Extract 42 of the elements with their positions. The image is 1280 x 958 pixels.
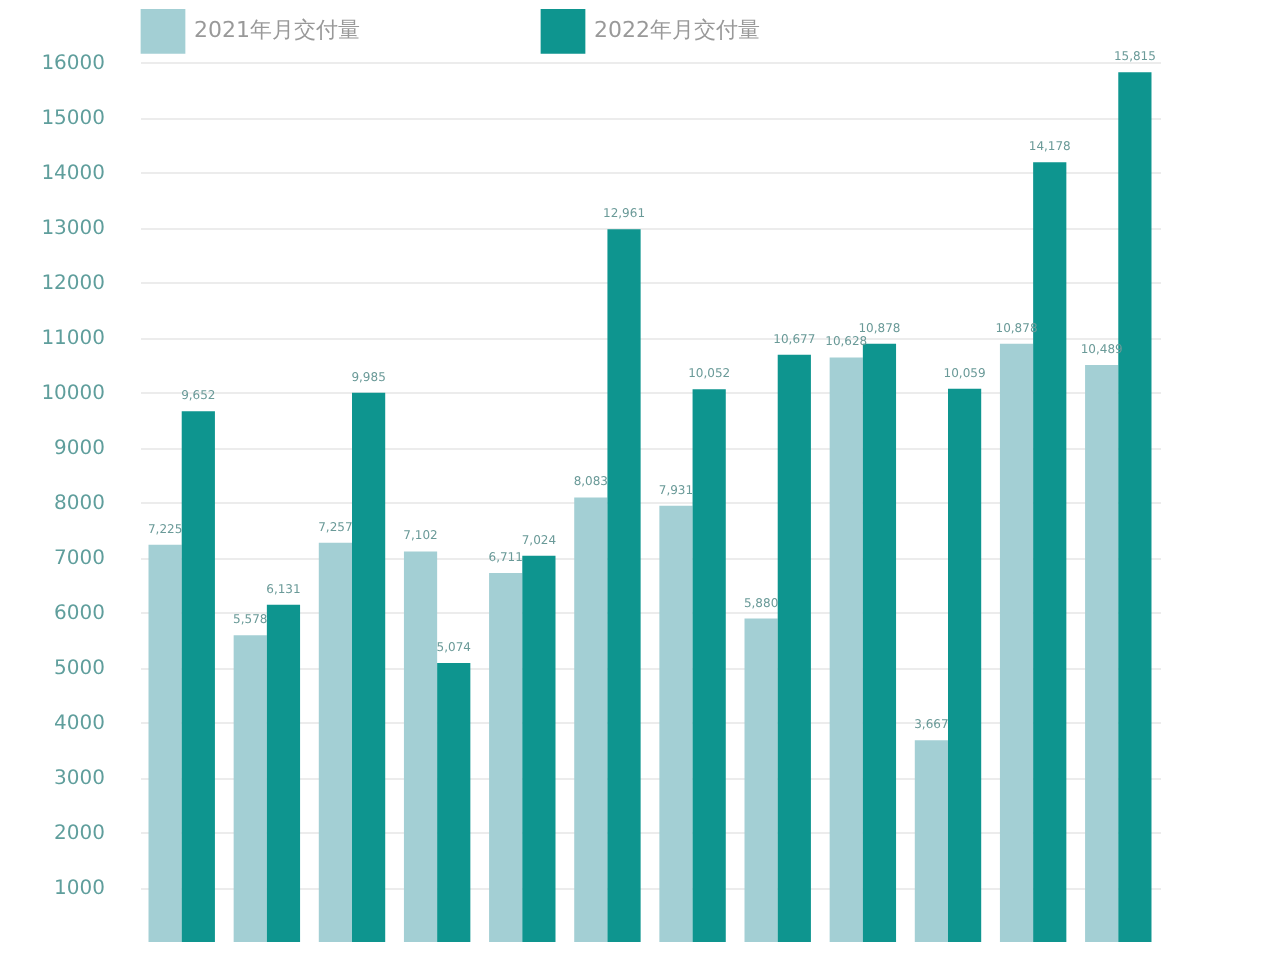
bar	[489, 572, 523, 942]
y-tick-label: 1000	[54, 878, 105, 900]
bar	[318, 542, 352, 942]
bar	[437, 662, 471, 942]
y-tick-label: 15000	[41, 108, 105, 130]
bar	[744, 618, 778, 942]
y-tick-label: 8000	[54, 493, 105, 515]
legend-label: 2022年月交付量	[594, 17, 760, 44]
y-tick-label: 6000	[54, 603, 105, 625]
bar	[1085, 365, 1119, 942]
bar	[829, 357, 863, 942]
bar	[948, 388, 982, 942]
bar	[1033, 162, 1067, 942]
bar	[914, 740, 948, 942]
bar	[266, 604, 301, 942]
y-tick-label: 14000	[41, 163, 105, 185]
y-tick-label: 4000	[54, 713, 105, 735]
y-tick-label: 5000	[54, 658, 105, 680]
y-tick-label: 12000	[41, 273, 105, 295]
y-tick-label: 7000	[54, 548, 105, 570]
legend-label: 2021年月交付量	[194, 17, 360, 44]
y-tick-label: 11000	[41, 328, 105, 350]
bar	[403, 551, 438, 942]
y-tick-label: 2000	[54, 823, 105, 845]
bar	[607, 229, 641, 942]
bar	[1118, 72, 1152, 942]
y-tick-label: 10000	[41, 383, 105, 405]
bar	[999, 343, 1034, 942]
bar	[352, 392, 386, 942]
y-tick-label: 13000	[41, 218, 105, 240]
y-tick-label: 16000	[41, 53, 105, 75]
bar	[659, 505, 693, 942]
y-tick-label: 9000	[54, 438, 105, 460]
y-tick-label: 3000	[54, 768, 105, 790]
bar	[692, 389, 726, 942]
bar	[181, 411, 215, 942]
bar	[777, 354, 811, 942]
bar	[148, 544, 182, 942]
bar	[522, 555, 556, 942]
bar	[574, 497, 608, 942]
bar	[862, 343, 897, 942]
bar	[233, 635, 267, 942]
